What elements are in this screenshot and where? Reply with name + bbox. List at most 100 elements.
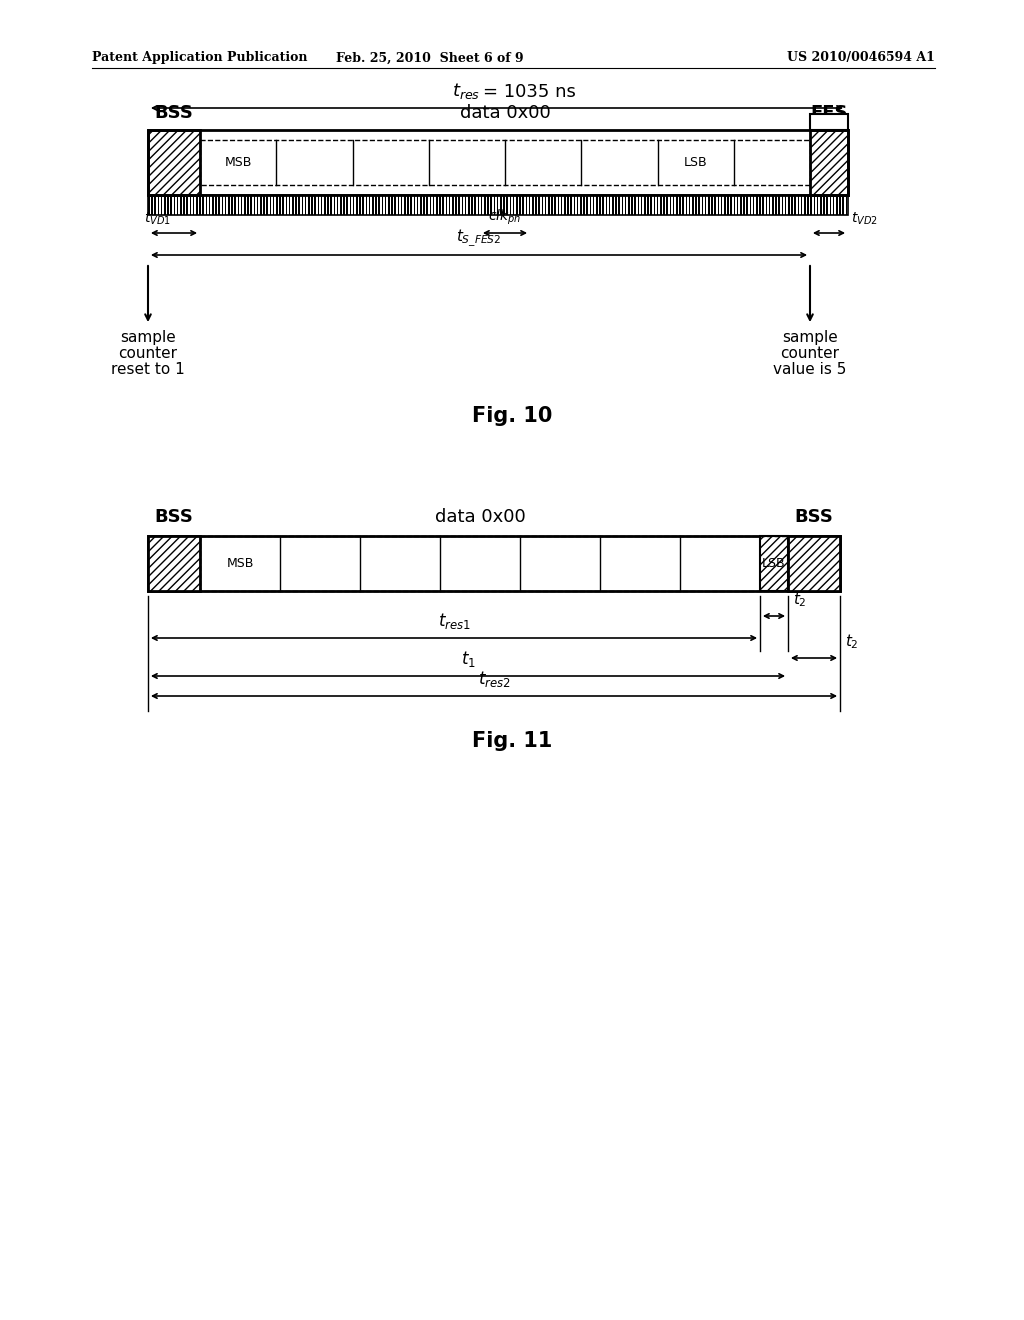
Bar [269,195,271,215]
Bar [718,195,719,215]
Bar [573,195,575,215]
Text: data 0x00: data 0x00 [460,104,550,121]
Bar [494,195,496,215]
Bar [605,195,607,215]
Bar [263,195,265,215]
Text: Feb. 25, 2010  Sheet 6 of 9: Feb. 25, 2010 Sheet 6 of 9 [336,51,524,65]
Bar [689,195,690,215]
Bar [679,195,681,215]
Bar [477,195,479,215]
Bar [618,195,620,215]
Bar [625,195,627,215]
Bar [484,195,485,215]
Bar [826,195,828,215]
Bar [420,195,422,215]
Bar [324,195,326,215]
Bar [551,195,553,215]
Bar [404,195,406,215]
Text: sample: sample [782,330,838,345]
Bar [411,195,412,215]
Bar [260,195,261,215]
Bar [292,195,294,215]
Bar [161,195,163,215]
Bar [203,195,204,215]
Bar [286,195,287,215]
Bar [490,195,492,215]
Bar [539,195,540,215]
Bar [695,195,696,215]
Bar [417,195,419,215]
Bar [155,195,156,215]
Bar [400,195,402,215]
Bar [778,195,780,215]
Bar [266,195,268,215]
Bar [599,195,601,215]
Bar [615,195,616,215]
Bar [423,195,425,215]
Bar [500,195,502,215]
Bar [430,195,431,215]
Bar [740,195,741,215]
Bar [456,195,457,215]
Bar [251,195,252,215]
Text: counter: counter [119,346,177,360]
Bar [810,129,848,195]
Bar [200,536,788,591]
Bar [314,195,316,215]
Bar [609,195,610,215]
Bar [763,195,764,215]
Bar [676,195,678,215]
Bar [528,195,530,215]
Bar [804,195,806,215]
Bar [756,195,758,215]
Bar [356,195,357,215]
Bar [753,195,755,215]
Bar [664,195,665,215]
Bar [715,195,716,215]
Bar [558,195,559,215]
Bar [209,195,210,215]
Bar [247,195,249,215]
Bar [276,195,278,215]
Bar [564,195,565,215]
Text: $t_{res1}$: $t_{res1}$ [437,611,470,631]
Bar [369,195,371,215]
Bar [628,195,630,215]
Bar [638,195,639,215]
Bar [580,195,582,215]
Bar [814,195,815,215]
Bar [810,114,848,129]
Bar [439,195,440,215]
Bar [519,195,521,215]
Bar [152,195,153,215]
Bar [241,195,243,215]
Bar [686,195,687,215]
Bar [653,195,655,215]
Bar [388,195,389,215]
Bar [647,195,649,215]
Bar [631,195,633,215]
Bar [593,195,594,215]
Text: $t_{S\_FES2}$: $t_{S\_FES2}$ [457,228,502,249]
Bar [656,195,658,215]
Bar [833,195,835,215]
Bar [746,195,748,215]
Bar [698,195,700,215]
Bar [650,195,652,215]
Bar [775,195,777,215]
Bar [200,140,810,185]
Bar [781,195,783,215]
Text: Fig. 10: Fig. 10 [472,407,552,426]
Text: counter: counter [780,346,840,360]
Text: = 1035 ns: = 1035 ns [483,83,575,102]
Bar [644,195,645,215]
Bar [468,195,470,215]
Bar [525,195,527,215]
Bar [641,195,642,215]
Bar [408,195,409,215]
Bar [174,195,175,215]
Bar [334,195,335,215]
Bar [820,195,821,215]
Bar [692,195,693,215]
Bar [522,195,524,215]
